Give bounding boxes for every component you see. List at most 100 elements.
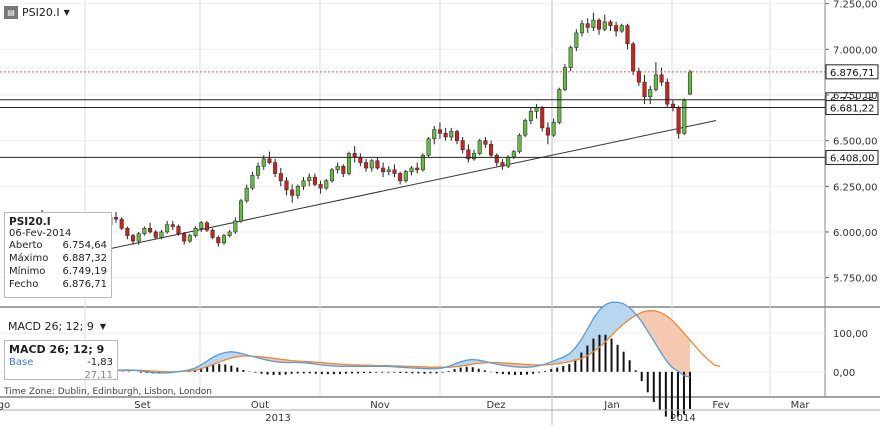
macd-title: MACD 26; 12; 9	[8, 320, 94, 333]
candle-body	[256, 166, 260, 175]
timezone-label: Time Zone: Dublin, Edinburgh, Lisbon, Lo…	[4, 387, 212, 397]
candle-body	[518, 135, 522, 151]
candle-body	[398, 174, 402, 181]
close-value: 6.876,71	[62, 278, 107, 291]
candle-body	[239, 201, 243, 221]
month-label: Set	[134, 400, 151, 411]
high-label: Máximo	[9, 252, 53, 265]
candle-body	[660, 75, 664, 82]
candle-body	[631, 44, 635, 71]
candle-body	[120, 219, 124, 228]
candle-body	[234, 221, 238, 232]
macd-selector[interactable]: MACD 26; 12; 9 ▼	[8, 320, 106, 333]
month-label: Jan	[603, 400, 619, 411]
candle-body	[472, 153, 476, 158]
candle-body	[222, 236, 226, 243]
candle-body	[666, 82, 670, 104]
macd-fill	[678, 326, 684, 375]
candle-body	[643, 82, 647, 97]
candle-body	[558, 89, 562, 122]
candle-body	[523, 121, 527, 136]
close-label: Fecho	[9, 278, 53, 291]
caret-down-icon: ▼	[64, 8, 70, 17]
candle-body	[688, 72, 692, 94]
candle-body	[336, 166, 340, 170]
candle-body	[160, 232, 164, 237]
candle-body	[540, 108, 544, 128]
candle-body	[353, 153, 357, 157]
candle-body	[433, 130, 437, 139]
candle-body	[569, 47, 573, 67]
candle-body	[609, 22, 613, 26]
candle-body	[131, 236, 135, 241]
candle-body	[182, 234, 186, 241]
candle-body	[217, 237, 221, 242]
candle-body	[194, 228, 198, 235]
candle-body	[143, 228, 147, 233]
month-label: Nov	[370, 400, 390, 411]
price-level-label: 6.876,71	[830, 68, 875, 79]
candle-body	[148, 228, 152, 232]
candle-body	[199, 223, 203, 228]
candle-body	[410, 168, 414, 172]
candle-body	[268, 159, 272, 163]
candle-body	[137, 234, 141, 241]
candle-body	[228, 232, 232, 236]
candle-body	[575, 33, 579, 48]
month-label: Ago	[0, 400, 10, 411]
candle-body	[648, 89, 652, 96]
candle-body	[245, 188, 249, 201]
candle-body	[313, 177, 317, 184]
y-tick-label: 7.000,00	[833, 45, 878, 56]
candle-body	[342, 166, 346, 173]
base-label: Base	[9, 356, 33, 369]
candle-body	[489, 144, 493, 155]
candle-body	[279, 174, 283, 181]
month-label: Dez	[486, 400, 505, 411]
candle-body	[450, 131, 454, 136]
high-value: 6.887,32	[62, 252, 107, 265]
candle-body	[165, 225, 169, 232]
candle-body	[597, 20, 601, 29]
macd-fill	[666, 315, 672, 367]
candle-body	[683, 100, 687, 133]
candle-body	[114, 217, 118, 219]
macd-tick-label: 0,00	[833, 368, 855, 379]
candle-body	[506, 157, 510, 166]
candle-body	[444, 133, 448, 137]
symbol-selector[interactable]: ▤ PSI20.I ▼	[4, 6, 70, 19]
candle-body	[285, 181, 289, 190]
open-value: 6.754,64	[62, 239, 107, 252]
candle-body	[427, 139, 431, 155]
candle-body	[614, 26, 618, 31]
candle-body	[620, 26, 624, 31]
y-tick-label: 7.250,00	[833, 0, 878, 11]
year-label: 2013	[265, 413, 290, 424]
candle-body	[126, 228, 130, 235]
candle-body	[307, 177, 311, 181]
candle-body	[535, 108, 539, 112]
candle-body	[586, 24, 590, 28]
chart-icon: ▤	[4, 6, 18, 19]
month-label: Fev	[712, 400, 729, 411]
caret-down-icon: ▼	[100, 322, 106, 331]
macd-tick-label: 100,00	[833, 329, 868, 340]
price-level-label: 6.408,00	[830, 153, 875, 164]
symbol-name: PSI20.I	[22, 6, 60, 19]
candle-body	[290, 190, 294, 195]
candle-body	[461, 141, 465, 150]
year-label: 2014	[670, 413, 695, 424]
candle-body	[592, 20, 596, 27]
macd-fill	[672, 320, 678, 371]
y-tick-label: 5.750,00	[833, 274, 878, 285]
tooltip-title: PSI20.I	[9, 216, 107, 228]
candle-body	[251, 175, 255, 188]
candle-body	[393, 170, 397, 174]
y-tick-label: 6.000,00	[833, 228, 878, 239]
low-value: 6.749,19	[62, 265, 107, 278]
candle-body	[325, 181, 329, 188]
